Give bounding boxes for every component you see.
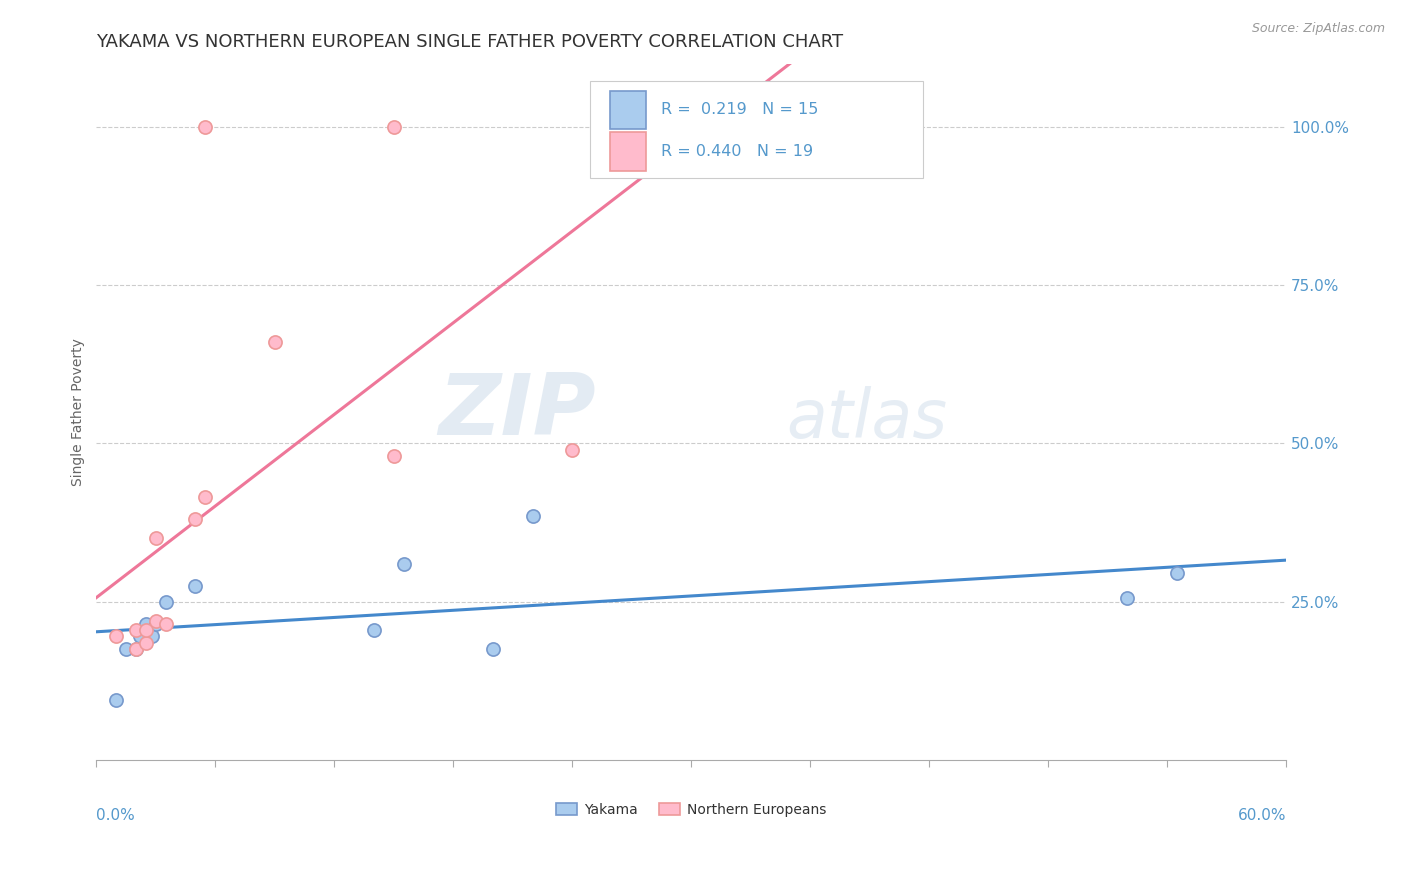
Text: atlas: atlas <box>786 385 948 451</box>
Point <box>184 579 207 593</box>
Point <box>105 692 128 706</box>
Point <box>263 334 285 349</box>
Point <box>659 120 682 134</box>
Point <box>392 557 415 571</box>
Text: 0.0%: 0.0% <box>97 808 135 823</box>
Text: YAKAMA VS NORTHERN EUROPEAN SINGLE FATHER POVERTY CORRELATION CHART: YAKAMA VS NORTHERN EUROPEAN SINGLE FATHE… <box>97 33 844 51</box>
Point <box>135 636 157 650</box>
Point <box>363 623 385 637</box>
Point <box>194 490 217 504</box>
Point <box>561 442 583 457</box>
Text: 60.0%: 60.0% <box>1237 808 1286 823</box>
Text: R = 0.440   N = 19: R = 0.440 N = 19 <box>661 144 814 159</box>
Text: ZIP: ZIP <box>439 370 596 453</box>
Legend: Yakama, Northern Europeans: Yakama, Northern Europeans <box>551 797 831 822</box>
Point <box>145 531 167 545</box>
Point <box>125 642 148 657</box>
Point <box>115 642 138 657</box>
FancyBboxPatch shape <box>591 81 924 178</box>
Point <box>125 642 148 657</box>
Point <box>482 642 505 657</box>
Point <box>129 629 152 643</box>
Point <box>135 623 157 637</box>
Point <box>382 120 405 134</box>
Point <box>194 120 217 134</box>
Point <box>141 629 163 643</box>
Point <box>700 120 723 134</box>
Point <box>382 449 405 463</box>
Point <box>710 120 733 134</box>
Text: Source: ZipAtlas.com: Source: ZipAtlas.com <box>1251 22 1385 36</box>
Point <box>145 616 167 631</box>
Point <box>1116 591 1139 606</box>
Point <box>522 509 544 524</box>
Point <box>135 616 157 631</box>
FancyBboxPatch shape <box>610 132 645 170</box>
Point <box>125 623 148 637</box>
Point <box>155 594 177 608</box>
FancyBboxPatch shape <box>610 91 645 129</box>
Text: R =  0.219   N = 15: R = 0.219 N = 15 <box>661 103 818 117</box>
Y-axis label: Single Father Poverty: Single Father Poverty <box>72 338 86 485</box>
Point <box>145 614 167 628</box>
Point <box>1166 566 1188 581</box>
Point <box>105 629 128 643</box>
Point <box>184 512 207 526</box>
Point <box>681 120 703 134</box>
Point <box>155 616 177 631</box>
